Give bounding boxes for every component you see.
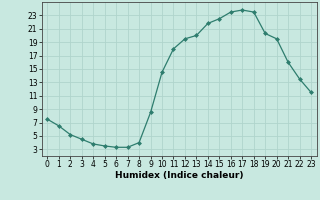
X-axis label: Humidex (Indice chaleur): Humidex (Indice chaleur) [115, 171, 244, 180]
